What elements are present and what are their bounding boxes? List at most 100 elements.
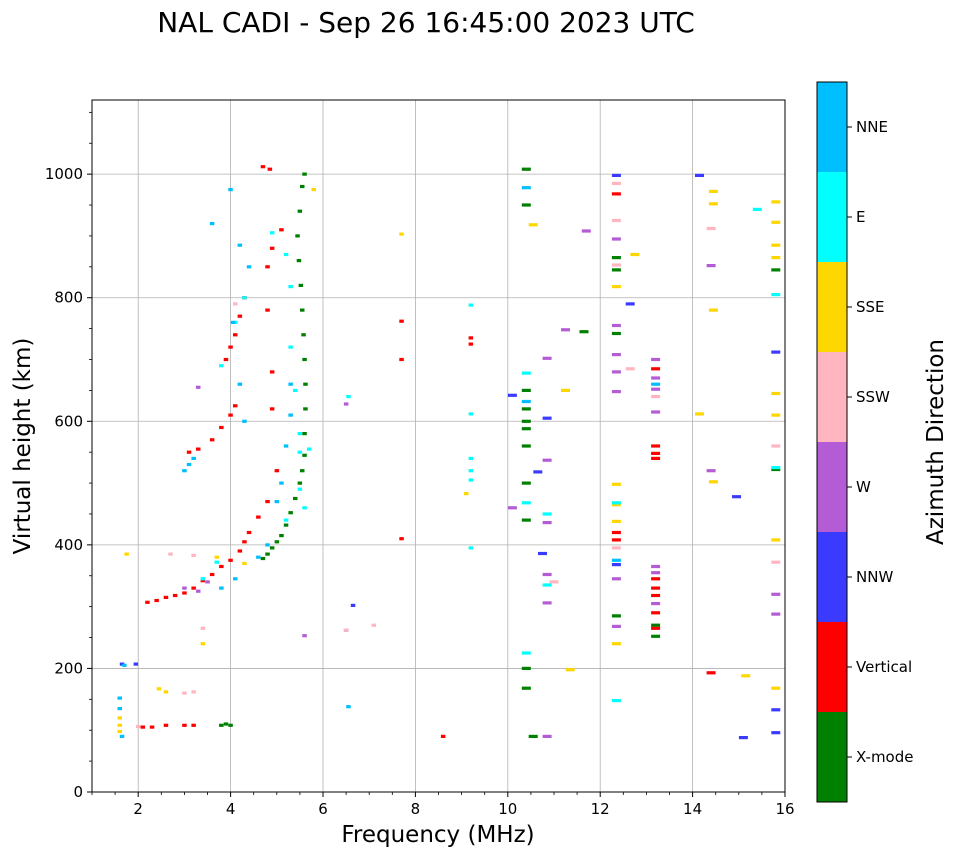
x-tick-label: 12 — [591, 800, 610, 818]
colorbar-swatch — [817, 712, 847, 802]
data-point-vertical — [209, 572, 215, 577]
data-point-vertical — [651, 444, 661, 448]
data-point-e — [542, 512, 552, 516]
x-tick-label: 8 — [411, 800, 421, 818]
data-point-nnw — [119, 662, 125, 666]
data-point-nnw — [611, 173, 621, 177]
data-point-e — [468, 412, 474, 416]
y-tick-label: 600 — [54, 412, 83, 430]
data-point-vertical — [209, 438, 215, 442]
data-point-w — [706, 469, 716, 473]
colorbar-tick-label: SSE — [856, 298, 885, 316]
data-point-nnw — [771, 708, 781, 712]
data-point-nne — [283, 444, 289, 448]
data-point-ssw — [200, 626, 206, 630]
data-point-w — [651, 376, 661, 380]
data-point-nne — [521, 399, 531, 404]
data-point-sse — [399, 232, 404, 236]
data-point-sse — [708, 480, 718, 484]
data-point-vertical — [399, 319, 404, 323]
data-point-sse — [771, 200, 781, 204]
data-point-vertical — [186, 450, 192, 454]
data-point-nnw — [533, 470, 543, 474]
data-point-e — [521, 371, 531, 375]
data-point-nne — [265, 543, 270, 547]
data-point-sse — [163, 690, 169, 694]
data-point-e — [242, 296, 247, 300]
data-point-ssw — [706, 226, 716, 231]
data-point-vertical — [228, 413, 233, 417]
data-point-nnw — [538, 551, 547, 556]
data-point-x-mode — [269, 546, 275, 550]
data-point-vertical — [468, 336, 474, 340]
data-point-e — [468, 478, 474, 482]
data-point-x-mode — [521, 481, 531, 485]
data-point-ssw — [191, 553, 196, 557]
data-point-vertical — [399, 357, 404, 362]
data-point-w — [507, 506, 517, 510]
data-point-w — [651, 571, 661, 575]
data-point-e — [346, 395, 351, 399]
data-point-e — [752, 207, 762, 211]
data-point-ssw — [651, 395, 661, 399]
data-point-w — [611, 237, 621, 241]
data-point-e — [542, 583, 552, 587]
data-point-e — [302, 506, 307, 510]
data-point-x-mode — [771, 268, 781, 272]
data-point-vertical — [651, 593, 661, 598]
data-point-vertical — [611, 530, 621, 535]
data-point-nnw — [771, 731, 781, 735]
data-point-x-mode — [260, 556, 266, 561]
data-point-ssw — [611, 218, 621, 223]
colorbar-swatch — [817, 262, 847, 352]
data-point-w — [771, 612, 781, 616]
data-point-x-mode — [219, 723, 224, 727]
data-point-w — [611, 577, 621, 581]
data-point-vertical — [233, 333, 238, 337]
data-point-vertical — [223, 357, 229, 362]
data-point-nne — [209, 222, 215, 226]
data-points — [117, 165, 781, 740]
data-point-e — [521, 651, 531, 655]
data-point-sse — [242, 561, 247, 565]
data-point-sse — [611, 519, 621, 523]
data-point-vertical — [242, 540, 247, 544]
data-point-vertical — [237, 314, 243, 318]
data-point-x-mode — [265, 552, 270, 556]
data-point-vertical — [182, 591, 187, 595]
data-point-e — [468, 303, 474, 307]
data-point-w — [651, 357, 661, 362]
data-point-vertical — [172, 593, 178, 598]
data-point-w — [651, 387, 661, 391]
colorbar-tick-label: NNE — [856, 118, 888, 136]
data-point-x-mode — [296, 259, 302, 263]
data-point-ssw — [343, 628, 349, 632]
data-point-w — [542, 734, 552, 738]
data-point-ssw — [191, 690, 196, 694]
data-point-x-mode — [771, 467, 781, 472]
colorbar-tick-label: Vertical — [856, 658, 912, 676]
data-point-vertical — [191, 586, 196, 590]
data-point-sse — [124, 552, 129, 556]
x-tick-label: 14 — [683, 800, 702, 818]
data-point-x-mode — [301, 333, 306, 337]
data-point-nnw — [507, 393, 517, 397]
data-point-w — [651, 564, 661, 569]
data-point-vertical — [182, 723, 187, 727]
data-point-x-mode — [521, 686, 531, 690]
data-point-nne — [346, 705, 351, 709]
data-point-nnw — [732, 495, 741, 499]
data-point-w — [581, 229, 591, 233]
data-point-vertical — [163, 595, 169, 599]
data-point-sse — [771, 391, 781, 396]
data-point-x-mode — [274, 540, 280, 544]
data-point-e — [521, 501, 531, 505]
data-point-vertical — [219, 564, 224, 569]
y-tick-label: 1000 — [45, 165, 83, 183]
data-point-nne — [651, 382, 661, 386]
data-point-sse — [214, 555, 219, 559]
data-point-nne — [237, 382, 243, 386]
data-point-nne — [228, 188, 233, 192]
data-point-x-mode — [302, 432, 307, 436]
data-point-w — [611, 323, 621, 328]
